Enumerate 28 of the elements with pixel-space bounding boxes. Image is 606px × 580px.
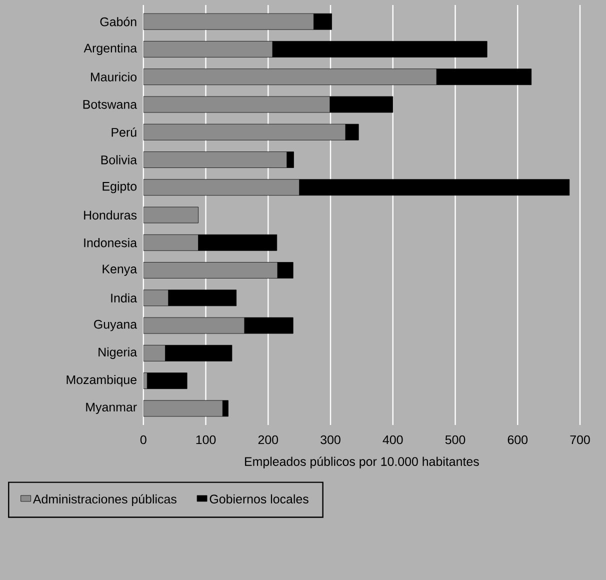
x-tick-label: 200 (258, 435, 278, 444)
y-tick-label: Guyana (94, 320, 138, 332)
x-tick-label: 0 (140, 435, 146, 444)
x-tick-label: 300 (320, 435, 340, 444)
y-tick-label: India (111, 293, 138, 302)
legend-label: Gobiernos locales (210, 494, 308, 504)
y-tick-label: Egipto (102, 182, 137, 194)
y-tick-label: Argentina (84, 43, 138, 56)
y-tick-label: Nigeria (98, 347, 138, 359)
y-tick-label: Honduras (84, 210, 137, 220)
y-tick-label: Indonesia (84, 238, 138, 248)
x-tick-label: 600 (508, 435, 528, 444)
y-tick-label: Myanmar (86, 402, 137, 414)
legend-label: Administraciones públicas (32, 494, 176, 506)
bar (143, 206, 198, 224)
x-tick-label: 700 (570, 435, 590, 444)
y-tick-label: Mauricio (91, 72, 137, 82)
y-tick-label: Perú (112, 127, 136, 137)
x-axis-title: Empleados públicos por 10.000 habitantes (245, 456, 479, 468)
y-tick-label: Gabón (100, 16, 136, 26)
bar (146, 372, 188, 389)
y-tick-label: Bolivia (101, 155, 138, 164)
x-tick-label: 400 (382, 435, 403, 444)
x-tick-label: 500 (445, 435, 466, 444)
y-tick-label: Kenya (102, 264, 138, 276)
y-tick-label: Mozambique (66, 374, 136, 387)
y-tick-label: Botswana (83, 100, 138, 109)
x-tick-label: 100 (196, 435, 216, 444)
